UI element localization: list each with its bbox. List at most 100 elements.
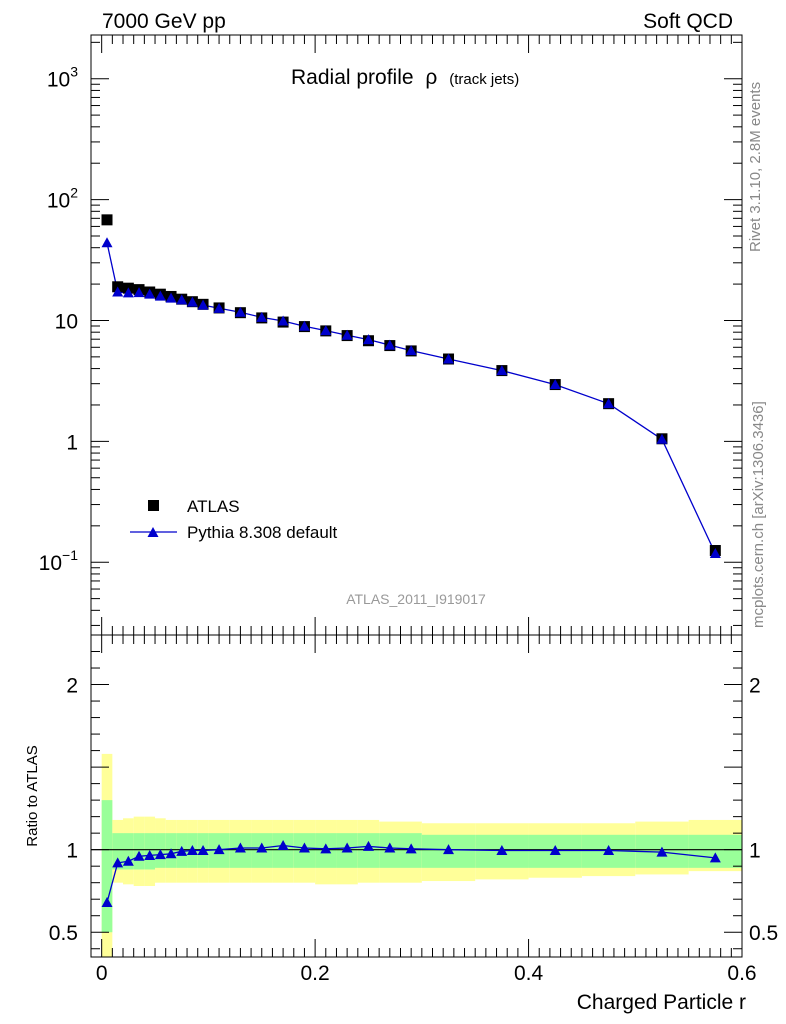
ratio-point — [656, 846, 668, 857]
ratio-point — [443, 844, 455, 855]
ratio-inner-band — [272, 833, 294, 868]
ratio-point — [213, 844, 225, 855]
pythia-point — [709, 548, 721, 559]
ratio-plot-frame — [90, 634, 743, 958]
ratio-inner-band — [101, 800, 113, 933]
legend: ATLAS Pythia 8.308 default — [130, 497, 338, 542]
ratio-tick-label-left: 1 — [66, 840, 78, 863]
y-tick-label: 10 — [55, 310, 78, 333]
ratio-y-tick-labels: 2 2 1 1 0.5 0.5 — [49, 675, 778, 946]
ratio-y-axis-label: Ratio to ATLAS — [24, 745, 41, 846]
ratio-point — [496, 844, 508, 855]
x-tick-label: 0.4 — [514, 962, 544, 985]
plot-title-sub: (track jets) — [449, 71, 519, 88]
ratio-axis-ticks — [91, 635, 743, 957]
ratio-point — [362, 840, 374, 851]
pythia-point — [122, 287, 134, 298]
legend-marker-pythia — [147, 527, 159, 537]
pythia-point — [384, 339, 396, 350]
pythia-point — [144, 288, 156, 299]
legend-label-atlas: ATLAS — [187, 497, 240, 516]
pythia-point — [112, 286, 124, 297]
ratio-uncertainty-bands — [101, 753, 742, 957]
ratio-point — [165, 848, 177, 859]
x-tick-label: 0 — [96, 962, 108, 985]
pythia-point — [298, 320, 310, 331]
ratio-inner-band — [123, 833, 134, 870]
ratio-inner-band — [112, 833, 124, 870]
plot-title-main: Radial profile — [291, 66, 414, 89]
pythia-point — [154, 290, 166, 301]
plot-title: Radial profile ρ (track jets) — [291, 66, 519, 89]
ratio-point — [112, 857, 124, 868]
ratio-point — [154, 849, 166, 860]
y-tick-label: 103 — [47, 64, 78, 92]
ratio-point — [176, 845, 188, 856]
pythia-point — [277, 315, 289, 326]
ratio-inner-band — [688, 834, 742, 868]
ratio-point — [603, 844, 615, 855]
pythia-point — [101, 237, 113, 248]
ratio-point — [144, 849, 156, 860]
pythia-point — [656, 433, 668, 444]
pythia-point — [405, 345, 417, 356]
pythia-point — [603, 398, 615, 409]
atlas-point — [101, 214, 113, 226]
ratio-point — [101, 897, 113, 908]
ratio-point — [405, 843, 417, 854]
pythia-point — [133, 287, 145, 298]
analysis-watermark: ATLAS_2011_I919017 — [346, 591, 486, 607]
pythia-point — [165, 292, 177, 303]
ratio-point — [133, 850, 145, 861]
main-data-layer — [101, 214, 721, 559]
ratio-point — [320, 843, 332, 854]
pythia-point — [234, 306, 246, 317]
pythia-point — [197, 299, 209, 310]
ratio-data-layer — [101, 840, 721, 908]
header-category-label: Soft QCD — [643, 10, 733, 33]
ratio-point — [549, 844, 561, 855]
x-tick-label: 0.2 — [301, 962, 330, 985]
pythia-point — [443, 353, 455, 364]
y-tick-label: 1 — [66, 431, 78, 454]
legend-label-pythia: Pythia 8.308 default — [187, 523, 338, 542]
x-tick-labels: 0 0.2 0.4 0.6 — [96, 962, 757, 985]
y-tick-label: 10−1 — [39, 547, 79, 575]
x-axis-label: Charged Particle r — [577, 991, 746, 1014]
ratio-tick-label-right: 1 — [749, 840, 761, 863]
main-plot-frame — [90, 34, 743, 636]
pythia-point — [362, 334, 374, 345]
ratio-point — [709, 852, 721, 863]
x-tick-label: 0.6 — [727, 962, 756, 985]
pythia-point — [176, 294, 188, 305]
legend-marker-atlas — [148, 500, 159, 511]
ratio-point — [197, 844, 209, 855]
pythia-point — [320, 325, 332, 336]
main-axis-ticks — [91, 35, 743, 635]
ratio-plot-panel: 2 2 1 1 0.5 0.5 Ratio to ATLAS — [24, 634, 778, 958]
ratio-point — [384, 842, 396, 853]
ratio-tick-label-left: 2 — [66, 675, 78, 698]
pythia-point — [549, 379, 561, 390]
y-tick-label: 102 — [47, 185, 78, 213]
ratio-point — [234, 842, 246, 853]
ratio-point — [122, 855, 134, 866]
pythia-point — [341, 329, 353, 340]
ratio-tick-label-right: 2 — [749, 675, 761, 698]
ratio-point — [256, 842, 268, 853]
ratio-tick-label-right: 0.5 — [749, 922, 778, 945]
ratio-tick-label-left: 0.5 — [49, 922, 78, 945]
ratio-point — [277, 840, 289, 851]
mcplots-label: mcplots.cern.ch [arXiv:1306.3436] — [750, 401, 767, 628]
ratio-point — [186, 844, 198, 855]
pythia-point — [256, 311, 268, 322]
plot-title-symbol: ρ — [425, 66, 437, 89]
ratio-point — [341, 842, 353, 853]
header-energy-label: 7000 GeV pp — [102, 10, 226, 33]
pythia-point — [213, 302, 225, 313]
ratio-point — [298, 842, 310, 853]
pythia-point — [186, 296, 198, 307]
